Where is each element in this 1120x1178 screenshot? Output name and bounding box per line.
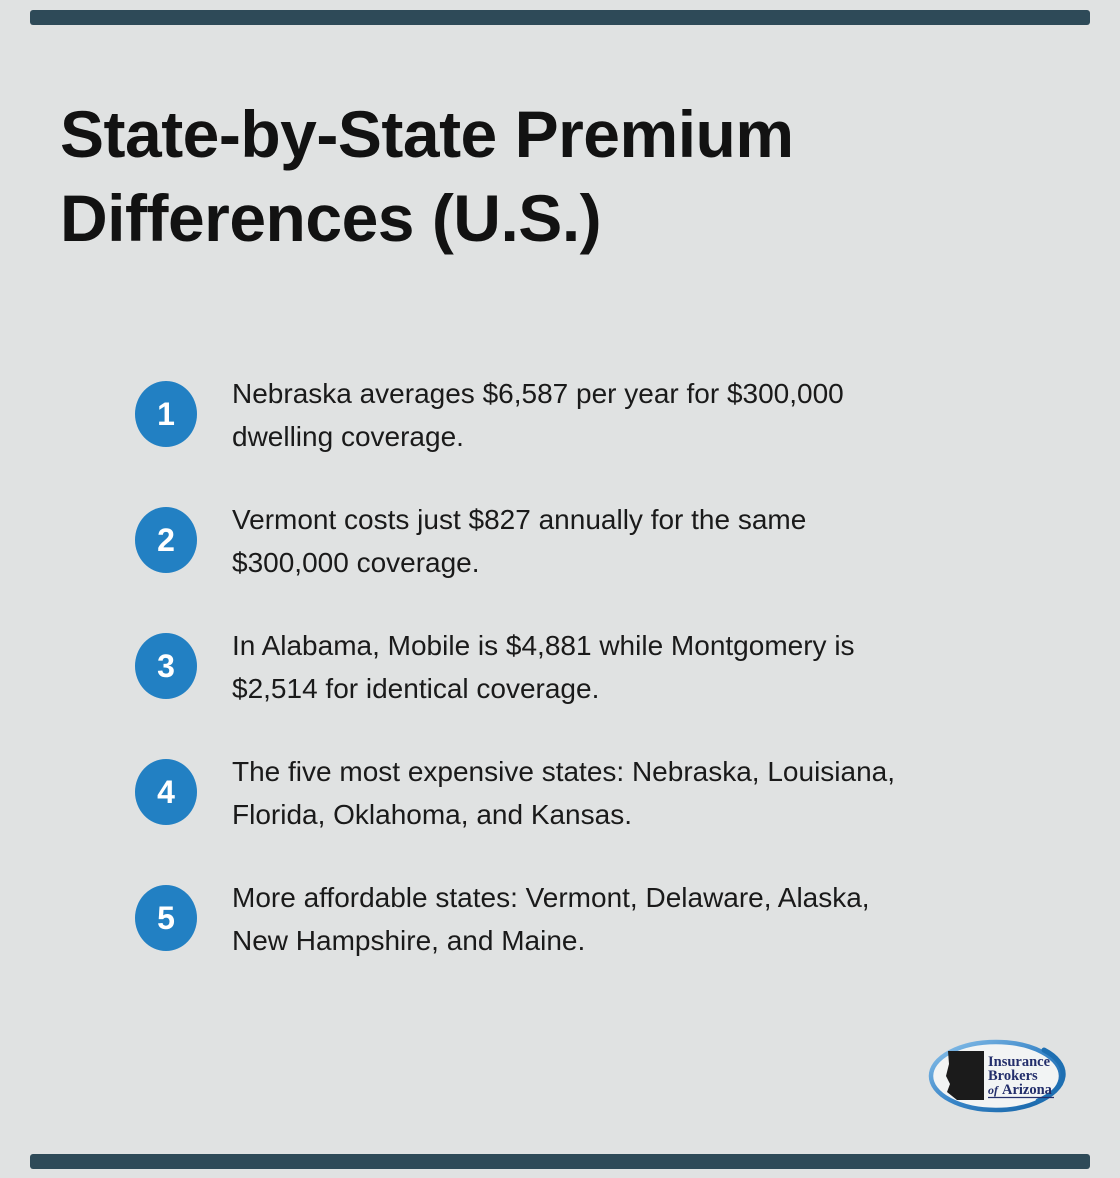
list-item: 2 Vermont costs just $827 annually for t… <box>135 498 1085 584</box>
list-item: 4 The five most expensive states: Nebras… <box>135 750 1085 836</box>
list-item: 3 In Alabama, Mobile is $4,881 while Mon… <box>135 624 1085 710</box>
logo-line-3: Arizona <box>1002 1082 1053 1098</box>
item-number-badge: 4 <box>135 759 197 825</box>
item-text: More affordable states: Vermont, Delawar… <box>232 882 870 956</box>
item-number-badge: 5 <box>135 885 197 951</box>
item-text: Vermont costs just $827 annually for the… <box>232 504 807 578</box>
bottom-accent-bar <box>30 1154 1090 1169</box>
logo-line-3-prefix: of <box>988 1083 999 1097</box>
logo-swoosh <box>1035 1047 1066 1104</box>
list-item: 1 Nebraska averages $6,587 per year for … <box>135 372 1085 458</box>
logo-line-1: Insurance <box>988 1054 1051 1070</box>
company-logo: Insurance Brokers of Arizona <box>926 1038 1066 1114</box>
item-text: The five most expensive states: Nebraska… <box>232 756 896 830</box>
item-text: Nebraska averages $6,587 per year for $3… <box>232 378 844 452</box>
list-item: 5 More affordable states: Vermont, Delaw… <box>135 876 1085 962</box>
page-title: State-by-State Premium Differences (U.S.… <box>60 97 794 256</box>
item-text: In Alabama, Mobile is $4,881 while Montg… <box>232 630 855 704</box>
arizona-state-icon <box>946 1051 984 1100</box>
item-number-badge: 1 <box>135 381 197 447</box>
item-number-badge: 2 <box>135 507 197 573</box>
fact-list: 1 Nebraska averages $6,587 per year for … <box>135 372 1085 1002</box>
item-number-badge: 3 <box>135 633 197 699</box>
top-accent-bar <box>30 10 1090 25</box>
logo-line-2: Brokers <box>988 1068 1038 1084</box>
